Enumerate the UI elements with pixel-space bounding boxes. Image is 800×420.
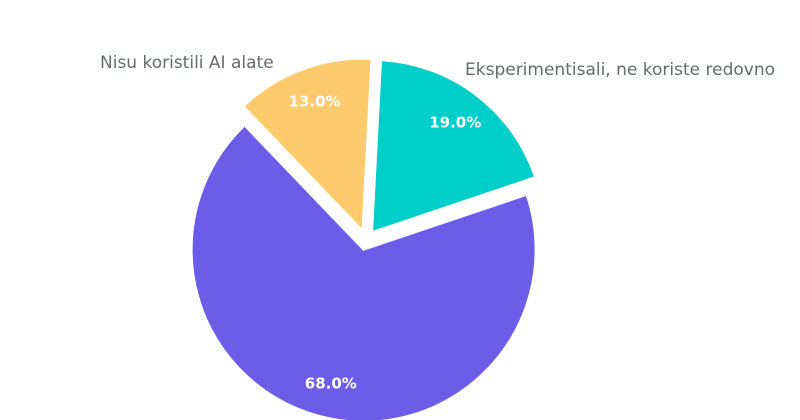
slice-category-label-2: Nisu koristili AI alate [100, 53, 274, 73]
pie-slice-2 [242, 57, 373, 233]
slice-category-label-0: Eksperimentisali, ne koriste redovno [465, 60, 775, 80]
slice-percent-label-2: 13.0% [289, 93, 341, 111]
pie-slice-1 [190, 124, 537, 420]
slice-percent-label-1: 68.0% [305, 374, 357, 392]
slice-percent-label-0: 19.0% [429, 113, 481, 131]
pie-slice-0 [370, 59, 537, 234]
pie-labels: 19.0% Eksperimentisali, ne koriste redovn… [100, 53, 775, 392]
pie-slices [190, 57, 537, 420]
